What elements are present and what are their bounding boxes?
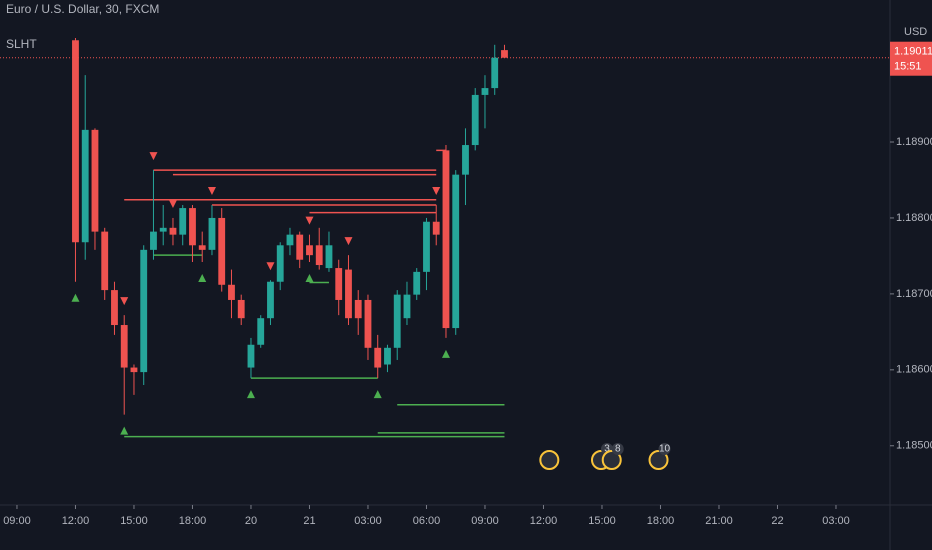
event-icon — [601, 450, 622, 470]
buy-signal — [198, 273, 207, 282]
y-tick-label: 1.18600 — [896, 364, 932, 376]
candle-body — [471, 94, 479, 146]
candle-body — [267, 281, 274, 319]
x-tick-label: 18:00 — [647, 515, 675, 527]
candle-body — [218, 217, 226, 285]
indicator-name: SLHT — [6, 37, 37, 51]
candle-body — [130, 367, 138, 373]
buy-signal — [120, 426, 129, 435]
candle-body — [140, 249, 148, 373]
x-tick-label: 12:00 — [530, 515, 558, 527]
y-tick-label: 1.18500 — [896, 440, 932, 452]
sell-signal — [207, 187, 216, 196]
x-tick-label: 03:00 — [822, 515, 850, 527]
candle-body — [81, 129, 89, 243]
candle-body — [120, 325, 128, 368]
candle-body — [228, 284, 235, 300]
sell-signal — [120, 297, 129, 306]
event-count: 10 — [659, 444, 671, 455]
event-icon — [539, 450, 560, 470]
event-icon — [648, 450, 669, 470]
candle-body — [169, 227, 177, 235]
x-tick-label: 03:00 — [354, 515, 382, 527]
candle-body — [384, 347, 391, 365]
last-price-label: 1.19011 — [894, 46, 932, 58]
chart-title: Euro / U.S. Dollar, 30, FXCM — [6, 2, 159, 16]
candle-body — [150, 231, 157, 250]
x-tick-label: 15:00 — [120, 515, 148, 527]
candle-body — [462, 145, 469, 175]
last-price-box — [890, 41, 932, 76]
buy-signal — [71, 293, 80, 302]
candle-body — [159, 227, 167, 232]
x-tick-label: 21:00 — [705, 515, 733, 527]
candle-body — [101, 231, 109, 291]
x-tick-label: 18:00 — [179, 515, 207, 527]
sell-signal — [432, 187, 441, 196]
buy-signal — [305, 273, 314, 282]
candle-body — [413, 271, 421, 295]
countdown-label: 15:51 — [894, 61, 922, 73]
candle-body — [237, 299, 245, 319]
candle-body — [452, 174, 460, 329]
candle-body — [315, 245, 323, 266]
buy-signal — [373, 390, 382, 399]
candle-body — [432, 221, 440, 235]
event-badge — [611, 443, 624, 455]
sell-signal — [266, 262, 275, 271]
x-tick-label: 20 — [245, 515, 257, 527]
y-tick-label: 1.18900 — [896, 136, 932, 148]
buy-signal — [441, 349, 450, 358]
candle-body — [111, 290, 118, 326]
candle-body — [374, 347, 382, 368]
x-tick-label: 09:00 — [471, 515, 499, 527]
candle-body — [423, 221, 430, 272]
candle-body — [345, 269, 352, 319]
x-tick-label: 06:00 — [413, 515, 441, 527]
buy-signal — [246, 390, 255, 399]
candle-body — [276, 245, 284, 282]
candle-body — [247, 344, 255, 368]
candle-body — [403, 294, 411, 319]
event-count: 3 — [604, 444, 610, 455]
candle-body — [393, 294, 401, 348]
candle-body — [481, 88, 489, 95]
candle-body — [189, 208, 196, 246]
candle-body — [208, 217, 216, 250]
sell-signal — [344, 237, 353, 246]
candle-body — [501, 50, 508, 58]
candle-body — [364, 299, 372, 348]
candle-body — [325, 245, 333, 269]
sell-signal — [305, 216, 314, 225]
candle-body — [296, 234, 304, 260]
event-count: 8 — [615, 444, 621, 455]
currency: USD — [904, 26, 927, 38]
y-tick-label: 1.18800 — [896, 212, 932, 224]
candle-body — [335, 268, 343, 300]
x-tick-label: 12:00 — [62, 515, 90, 527]
candle-body — [306, 245, 313, 256]
sell-signal — [168, 199, 177, 208]
candle-body — [286, 234, 294, 246]
candle-body — [354, 299, 362, 319]
x-tick-label: 09:00 — [3, 515, 31, 527]
candle-body — [257, 318, 265, 345]
sell-signal — [149, 152, 158, 161]
y-tick-label: 1.18700 — [896, 288, 932, 300]
event-badge — [658, 443, 671, 455]
x-tick-label: 21 — [303, 515, 315, 527]
candle-body — [72, 40, 79, 243]
candle-body — [491, 57, 499, 89]
x-tick-label: 22 — [771, 515, 783, 527]
candle-body — [198, 245, 206, 250]
x-tick-label: 15:00 — [588, 515, 616, 527]
candle-body — [442, 150, 450, 329]
candle-body — [91, 129, 99, 232]
candle-body — [179, 208, 187, 235]
